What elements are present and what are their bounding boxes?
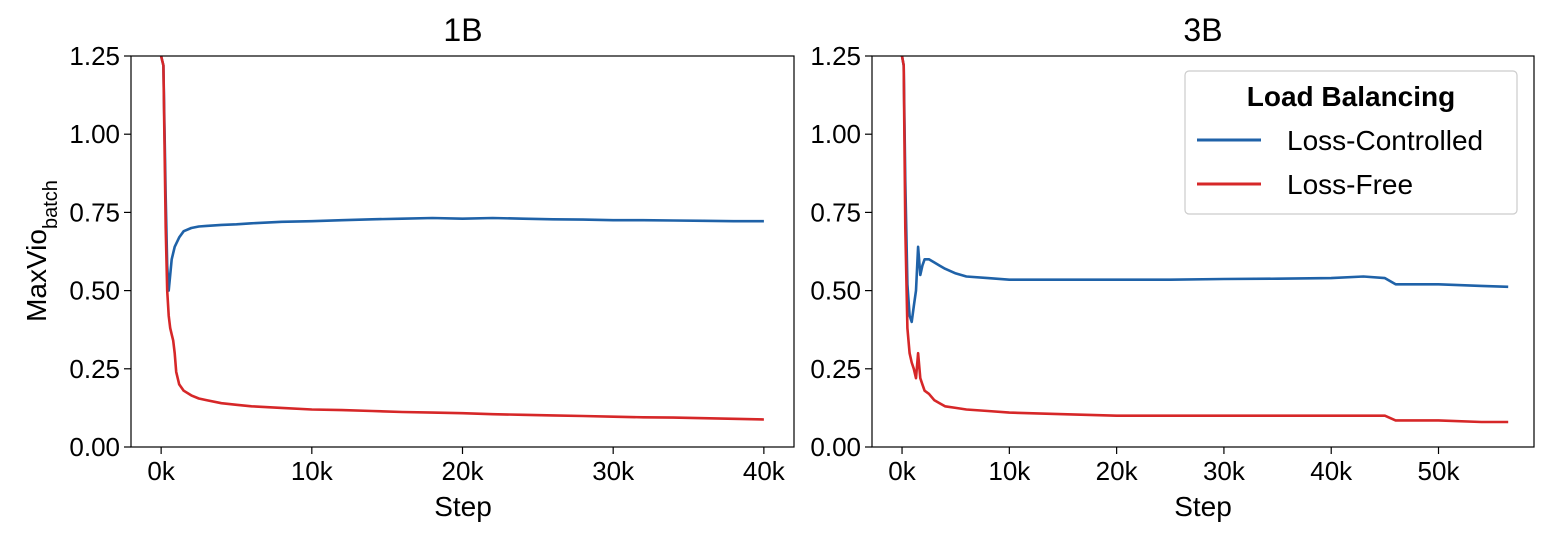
plot-frame — [130, 55, 795, 448]
plot-frame — [871, 55, 1535, 448]
y-tick-label: 0.50 — [69, 276, 120, 306]
x-ticks: 0k 10k 20k 30k 40k 50k — [888, 447, 1460, 486]
y-tick-label: 1.00 — [69, 119, 120, 149]
x-tick-label: 20k — [442, 456, 485, 486]
x-tick-label: 0k — [888, 456, 916, 486]
y-tick-label: 0.75 — [810, 197, 861, 227]
y-axis-label-main: MaxVio — [21, 229, 52, 322]
y-ticks: 0.00 0.25 0.50 0.75 1.00 1.25 — [810, 41, 872, 462]
legend-box — [1184, 70, 1518, 215]
y-axis-label: MaxViobatch — [21, 180, 62, 322]
panel-title: 3B — [1183, 12, 1222, 48]
series-line-loss-free — [159, 56, 764, 421]
y-tick-label: 0.00 — [810, 432, 861, 462]
x-ticks: 0k 10k 20k 30k 40k — [147, 447, 786, 486]
series-line-loss-controlled — [159, 56, 764, 292]
legend: Load Balancing Loss-Controlled Loss-Free — [1184, 70, 1518, 215]
x-tick-label: 40k — [743, 456, 786, 486]
y-axis-label-subscript: batch — [40, 180, 62, 229]
y-tick-label: 0.00 — [69, 432, 120, 462]
x-tick-label: 10k — [988, 456, 1031, 486]
x-axis-label: Step — [1174, 491, 1232, 522]
panel-title: 1B — [443, 12, 482, 48]
y-tick-label: 0.50 — [810, 276, 861, 306]
x-tick-label: 20k — [1096, 456, 1139, 486]
y-tick-label: 0.75 — [69, 197, 120, 227]
x-tick-label: 30k — [1203, 456, 1246, 486]
series-line-loss-free — [900, 56, 1509, 424]
y-tick-label: 0.25 — [810, 354, 861, 384]
x-tick-label: 30k — [592, 456, 635, 486]
panel-3b: 3B 0k 10k 20k 30k 40k 50k 0.00 0.25 0.50 0.75 1.0… — [810, 12, 1535, 522]
y-ticks: 0.00 0.25 0.50 0.75 1.00 1.25 — [69, 41, 131, 462]
series-lines — [159, 56, 764, 421]
panel-1b: 1B 0k 10k 20k 30k 40k 0.00 0.25 0.50 0.75 1.00 1.… — [69, 12, 795, 522]
series-lines — [900, 56, 1509, 424]
y-tick-label: 0.25 — [69, 354, 120, 384]
y-tick-label: 1.00 — [810, 119, 861, 149]
x-tick-label: 50k — [1418, 456, 1461, 486]
legend-label-loss-free: Loss-Free — [1287, 169, 1413, 200]
x-tick-label: 0k — [147, 456, 175, 486]
legend-label-loss-controlled: Loss-Controlled — [1287, 125, 1483, 156]
y-tick-label: 1.25 — [810, 41, 861, 71]
y-tick-label: 1.25 — [69, 41, 120, 71]
x-tick-label: 10k — [291, 456, 334, 486]
legend-title: Load Balancing — [1247, 81, 1455, 112]
x-tick-label: 40k — [1310, 456, 1353, 486]
series-line-loss-controlled — [900, 56, 1509, 324]
x-axis-label: Step — [434, 491, 492, 522]
